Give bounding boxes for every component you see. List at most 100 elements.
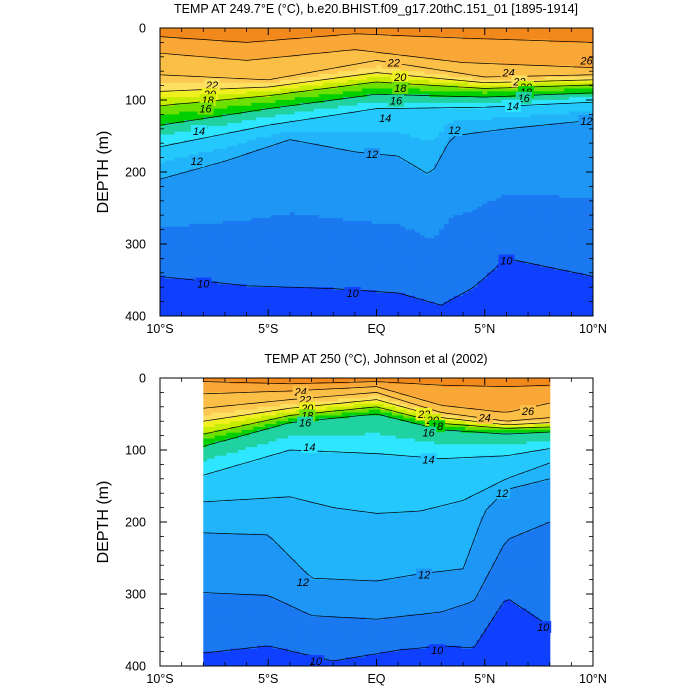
temperature-cell xyxy=(347,212,354,216)
temperature-cell xyxy=(265,65,272,69)
temperature-cell xyxy=(313,200,320,205)
temperature-cell xyxy=(217,177,224,182)
temperature-cell xyxy=(179,174,185,179)
temperature-cell xyxy=(184,249,190,254)
temperature-cell xyxy=(188,244,195,248)
temperature-cell xyxy=(174,166,180,170)
temperature-cell xyxy=(376,287,382,291)
temperature-cell xyxy=(203,114,209,118)
temperature-cell xyxy=(169,229,176,234)
temperature-cell xyxy=(184,85,190,90)
temperature-cell xyxy=(203,307,209,311)
temperature-cell xyxy=(371,108,378,113)
temperature-cell xyxy=(270,267,277,271)
temperature-cell xyxy=(333,82,339,87)
temperature-cell xyxy=(169,197,176,202)
temperature-cell xyxy=(323,195,329,199)
temperature-cell xyxy=(164,131,171,136)
temperature-cell xyxy=(227,131,233,136)
temperature-cell xyxy=(294,249,301,254)
temperature-cell xyxy=(352,212,358,216)
temperature-cell xyxy=(184,206,190,211)
temperature-cell xyxy=(352,56,358,61)
temperature-cell xyxy=(280,229,286,234)
temperature-cell xyxy=(299,180,305,185)
temperature-cell xyxy=(366,71,373,75)
temperature-cell xyxy=(280,151,286,156)
temperature-cell xyxy=(227,212,233,216)
temperature-cell xyxy=(203,28,209,32)
temperature-cell xyxy=(318,180,325,185)
temperature-cell xyxy=(270,169,277,173)
temperature-cell xyxy=(280,39,286,43)
temperature-cell xyxy=(395,114,402,118)
temperature-cell xyxy=(347,30,354,35)
temperature-cell xyxy=(188,203,195,208)
temperature-cell xyxy=(184,94,190,98)
temperature-cell xyxy=(289,212,296,216)
temperature-cell xyxy=(352,148,358,153)
temperature-cell xyxy=(289,295,296,300)
temperature-cell xyxy=(362,143,368,147)
temperature-cell xyxy=(386,151,392,156)
temperature-cell xyxy=(184,79,190,84)
temperature-cell xyxy=(198,189,204,193)
temperature-cell xyxy=(381,137,387,141)
temperature-cell xyxy=(333,120,339,124)
temperature-cell xyxy=(212,272,219,277)
temperature-cell xyxy=(333,154,339,159)
temperature-cell xyxy=(371,264,378,268)
temperature-cell xyxy=(318,189,325,193)
temperature-cell xyxy=(318,241,325,245)
temperature-cell xyxy=(256,223,262,228)
temperature-cell xyxy=(285,143,291,147)
temperature-cell xyxy=(294,140,301,144)
temperature-cell xyxy=(275,272,281,277)
temperature-cell xyxy=(381,226,387,231)
temperature-cell xyxy=(241,209,248,213)
temperature-cell xyxy=(212,128,219,133)
temperature-cell xyxy=(212,241,219,245)
temperature-cell xyxy=(362,284,368,288)
temperature-cell xyxy=(285,241,291,245)
temperature-cell xyxy=(304,215,310,219)
temperature-cell xyxy=(203,68,209,72)
temperature-cell xyxy=(232,189,238,193)
temperature-cell xyxy=(376,275,382,280)
temperature-cell xyxy=(390,218,397,222)
temperature-cell xyxy=(212,298,219,303)
temperature-cell xyxy=(251,226,257,231)
temperature-cell xyxy=(395,125,402,130)
temperature-cell xyxy=(280,111,286,115)
temperature-cell xyxy=(193,200,200,205)
temperature-cell xyxy=(309,310,315,314)
temperature-cell xyxy=(222,197,228,202)
temperature-cell xyxy=(289,68,296,72)
temperature-cell xyxy=(184,30,190,35)
temperature-cell xyxy=(198,310,204,314)
temperature-cell xyxy=(366,292,373,297)
temperature-cell xyxy=(390,128,397,133)
temperature-cell xyxy=(285,85,291,90)
temperature-cell xyxy=(160,160,166,164)
temperature-cell xyxy=(222,120,228,124)
temperature-cell xyxy=(338,59,344,64)
temperature-cell xyxy=(265,220,272,225)
temperature-cell xyxy=(174,258,180,262)
temperature-cell xyxy=(212,74,219,78)
temperature-cell xyxy=(188,183,195,187)
temperature-cell xyxy=(188,151,195,156)
temperature-cell xyxy=(323,39,329,43)
temperature-cell xyxy=(294,267,301,271)
temperature-cell xyxy=(164,157,171,162)
temperature-cell xyxy=(227,160,233,164)
temperature-cell xyxy=(164,160,171,164)
temperature-cell xyxy=(371,232,378,236)
temperature-cell xyxy=(318,238,325,242)
temperature-cell xyxy=(236,220,243,225)
temperature-cell xyxy=(289,169,296,173)
temperature-cell xyxy=(275,278,281,283)
temperature-cell xyxy=(270,252,277,257)
temperature-cell xyxy=(352,120,358,124)
temperature-cell xyxy=(338,85,344,90)
